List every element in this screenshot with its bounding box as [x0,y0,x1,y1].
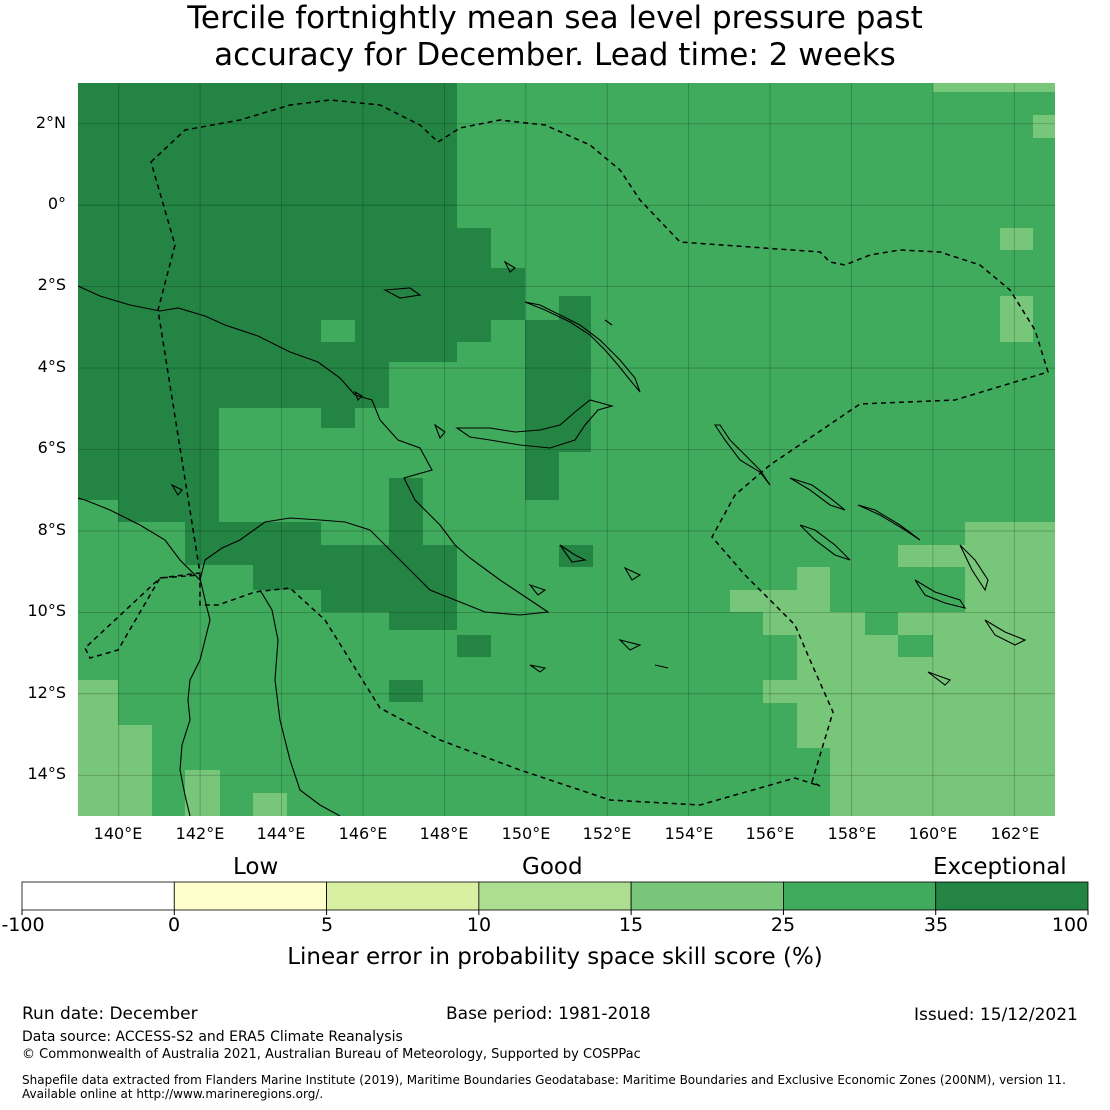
colorbar-tick: -100 [1,914,45,936]
colorbar-tick: 5 [320,914,334,936]
colorbar-segment [478,881,632,911]
category-low: Low [233,854,279,880]
colorbar-segment [783,881,937,911]
category-exceptional: Exceptional [933,854,1067,880]
shapefile-credit-1: Shapefile data extracted from Flanders M… [22,1073,1066,1087]
australia-cape-york-coastline [179,577,341,816]
data-source: Data source: ACCESS-S2 and ERA5 Climate … [22,1029,403,1045]
skill-cell-25-35 [78,500,118,522]
lon-label: 160°E [908,824,958,843]
colorbar [21,881,1089,915]
skill-cell-25-35 [321,320,355,342]
lon-label: 146°E [338,824,388,843]
skill-cell-15-25 [898,545,965,567]
lon-label: 156°E [745,824,795,843]
colorbar-tick: 100 [1051,914,1089,936]
lon-label: 142°E [175,824,225,843]
colorbar-segment [21,881,175,911]
lon-label: 152°E [582,824,632,843]
skill-cell-15-25 [78,680,118,816]
graticule [78,83,1055,816]
colorbar-tick: 35 [923,914,949,936]
skill-region-35-100-png [185,478,457,630]
run-date: Run date: December [22,1004,198,1024]
skill-cell-35-100 [525,320,591,410]
lat-label: 6°S [37,438,66,457]
lat-label: 12°S [27,683,66,702]
skill-region-15-25-southeast [730,522,1055,816]
lon-label: 150°E [501,824,551,843]
colorbar-segment [630,881,784,911]
new-ireland-coastline [524,301,641,393]
lon-label: 154°E [664,824,714,843]
lat-label: 0° [47,194,66,213]
lat-label: 8°S [37,520,66,539]
colorbar-segment [326,881,480,911]
lon-label: 158°E [827,824,877,843]
skill-region-35-100-west [78,83,525,522]
skill-cell-35-100 [525,452,559,500]
category-good: Good [522,854,583,880]
lat-label: 14°S [27,764,66,783]
chart-title-line-1: Tercile fortnightly mean sea level press… [187,0,923,36]
colorbar-segment [935,881,1089,911]
base-period: Base period: 1981-2018 [446,1004,651,1024]
colorbar-tick: 15 [618,914,644,936]
lat-label: 4°S [37,357,66,376]
lon-label: 162°E [990,824,1040,843]
dashed-boundary-line [84,99,1049,806]
skill-cell-15-25 [118,725,152,816]
png-eez-boundary [84,99,1049,806]
lat-label: 10°S [27,601,66,620]
lon-label: 140°E [93,824,143,843]
bougainville-coastline [713,424,771,486]
skill-cell-35-100 [389,680,423,702]
skill-cell-25-35 [389,455,423,478]
colorbar-tick: 0 [167,914,181,936]
skill-cell-15-25 [185,770,220,816]
small-islands-coastline [170,260,669,673]
solomon-islands-coastline [789,477,1027,686]
new-guinea-coastline [78,285,550,616]
skill-cell-15-25 [253,793,287,816]
colorbar-label: Linear error in probability space skill … [287,944,823,970]
skill-cell-35-100 [559,296,591,320]
coastline-outlines [78,260,1027,816]
lat-label: 2°S [37,275,66,294]
colorbar-tick: 10 [466,914,492,936]
chart-title-line-2: accuracy for December. Lead time: 2 week… [214,37,896,73]
issued-date: Issued: 15/12/2021 [914,1005,1078,1025]
copyright: © Commonwealth of Australia 2021, Austra… [22,1047,641,1062]
colorbar-segment [173,881,327,911]
skill-cell-35-100 [457,635,491,657]
colorbar-tick: 25 [770,914,796,936]
shapefile-credit-2: Available online at http://www.marinereg… [22,1087,324,1101]
new-britain-coastline [455,399,615,449]
lon-label: 148°E [419,824,469,843]
skill-cell-25-35 [898,635,933,657]
lat-label: 2°N [35,113,66,132]
lon-label: 144°E [256,824,306,843]
